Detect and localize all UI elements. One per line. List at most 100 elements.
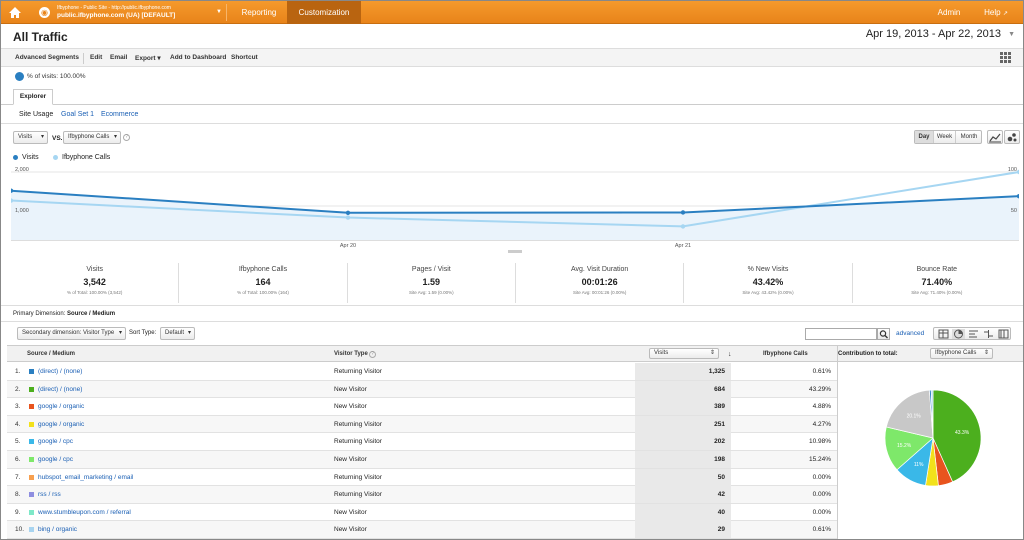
visits-cell: 1,325 — [635, 363, 731, 380]
legend-swatch — [53, 154, 58, 160]
line-chart-button[interactable] — [987, 130, 1003, 144]
secondary-dimension-select[interactable]: Secondary dimension: Visitor Type ▾ — [17, 327, 126, 340]
visitor-type: Returning Visitor — [334, 473, 382, 481]
col-ifbyphone-calls[interactable]: Ifbyphone Calls — [763, 351, 808, 357]
email-button[interactable]: Email — [110, 54, 128, 61]
visits-value: 251 — [714, 420, 725, 428]
calls-point[interactable] — [680, 224, 686, 229]
nav-help[interactable]: Help ↗ — [979, 1, 1013, 24]
export-button[interactable]: Export ▾ — [135, 55, 161, 62]
source-medium-link[interactable]: bing / organic — [38, 526, 78, 534]
contribution-metric-label: Ifbyphone Calls — [935, 350, 977, 356]
legend-visits: Visits — [13, 154, 39, 161]
nav-customization[interactable]: Customization — [287, 1, 361, 24]
sort-type-select[interactable]: Default ▾ — [160, 327, 195, 340]
pie-slice[interactable] — [885, 389, 934, 439]
sort-type-label: Sort Type: — [129, 330, 157, 336]
source-medium-link[interactable]: www.stumbleupon.com / referral — [38, 508, 131, 516]
date-range[interactable]: Apr 19, 2013 - Apr 22, 2013 — [865, 28, 1001, 40]
visits-point[interactable] — [680, 210, 686, 215]
row-color-swatch — [29, 404, 34, 410]
advanced-filter-link[interactable]: advanced — [896, 330, 925, 337]
source-medium-link[interactable]: google / cpc — [38, 456, 74, 463]
pie-slice[interactable] — [930, 389, 934, 439]
help-icon[interactable]: ? — [123, 134, 130, 141]
scorecard[interactable]: % New Visits 43.42% Site Avg: 43.42% (0.00… — [684, 263, 853, 303]
visits-cell: 50 — [635, 468, 731, 486]
source-medium-link[interactable]: hubspot_email_marketing / email — [38, 473, 134, 481]
sort-desc-icon[interactable]: ↓ — [728, 351, 732, 358]
help-icon[interactable]: ? — [369, 351, 376, 358]
tab-explorer[interactable]: Explorer — [13, 89, 53, 105]
scorecard-value: 3,542 — [83, 277, 106, 287]
chevron-down-icon: ▾ — [40, 134, 44, 140]
source-medium-link[interactable]: google / organic — [38, 403, 85, 411]
row-number: 5. — [15, 438, 21, 446]
row-color-swatch — [29, 457, 34, 462]
visits-column-select[interactable]: Visits ⇕ — [649, 348, 719, 359]
source-medium-link[interactable]: (direct) / (none) — [38, 385, 83, 393]
primary-metric-select[interactable]: Visits ▾ — [13, 131, 48, 144]
nav-admin[interactable]: Admin — [937, 8, 961, 17]
visits-line — [11, 189, 1019, 214]
comparison-view-icon[interactable] — [982, 329, 995, 339]
visits-point[interactable] — [345, 210, 351, 215]
col-visitor-type[interactable]: Visitor Type — [334, 351, 368, 357]
day-button[interactable]: Day — [915, 131, 934, 143]
source-medium-link[interactable]: google / cpc — [38, 438, 74, 446]
shortcut-button[interactable]: Shortcut — [231, 54, 258, 61]
calls-point[interactable] — [1016, 169, 1019, 175]
month-button[interactable]: Month — [960, 134, 978, 140]
pie-slice[interactable] — [932, 389, 982, 483]
secondary-metric-select[interactable]: Ifbyphone Calls ▾ — [63, 131, 121, 144]
subtab-goal-set-1[interactable]: Goal Set 1 — [61, 111, 95, 118]
table-row: 1. (direct) / (none) Returning Visitor 1,32… — [7, 363, 837, 381]
nav-reporting[interactable]: Reporting — [241, 8, 277, 17]
scorecard-label: Visits — [86, 266, 103, 273]
visits-point[interactable] — [1016, 193, 1019, 199]
scorecard[interactable]: Avg. Visit Duration 00:01:26 Site Avg: 00:… — [516, 263, 685, 303]
scorecard-label: Pages / Visit — [411, 266, 451, 273]
grid-icon[interactable] — [1000, 52, 1011, 63]
week-button[interactable]: Week — [934, 131, 956, 143]
search-button[interactable] — [877, 328, 890, 340]
col-source-medium[interactable]: Source / Medium — [27, 351, 76, 357]
edit-button[interactable]: Edit — [90, 54, 103, 61]
primary-dimension-value[interactable]: Source / Medium — [67, 311, 116, 317]
chart-resize-handle[interactable] — [508, 250, 522, 253]
chevron-down-icon[interactable]: ▼ — [1008, 31, 1015, 38]
visits-cell: 202 — [635, 433, 731, 451]
data-table-view-icon[interactable] — [937, 329, 950, 339]
contribution-metric-select[interactable]: Ifbyphone Calls ⇕ — [930, 348, 993, 359]
visits-value: 1,325 — [708, 368, 725, 375]
table-search-input[interactable] — [805, 328, 877, 340]
calls-point[interactable] — [11, 198, 14, 203]
row-color-swatch — [29, 509, 34, 515]
chevron-down-icon: ⇕ — [709, 350, 715, 356]
calls-point[interactable] — [345, 215, 351, 220]
scorecard[interactable]: Bounce Rate 71.40% Site Avg: 71.40% (0.00%… — [853, 263, 1021, 303]
chevron-down-icon: ▾ — [118, 330, 122, 336]
add-to-dashboard-button[interactable]: Add to Dashboard — [170, 54, 227, 61]
scorecard[interactable]: Ifbyphone Calls 164 % of Total: 100.00% (1… — [179, 263, 348, 303]
subtab-site-usage[interactable]: Site Usage — [19, 111, 54, 118]
account-selector[interactable]: ◉ Ifbyphone - Public Site - http://publi… — [35, 4, 227, 21]
visitor-type: New Visitor — [334, 526, 367, 534]
motion-chart-button[interactable] — [1004, 130, 1020, 144]
scorecard-subtext: Site Avg: 1.59 (0.00%) — [408, 290, 454, 295]
calls-value: 4.27% — [812, 420, 831, 428]
pie-view-icon[interactable] — [952, 329, 965, 339]
scorecard[interactable]: Pages / Visit 1.59 Site Avg: 1.59 (0.00%) — [348, 263, 516, 303]
row-number: 10. — [15, 526, 25, 534]
scorecard[interactable]: Visits 3,542 % of Total: 100.00% (3,542) — [11, 263, 180, 303]
visits-value: 42 — [717, 491, 725, 499]
advanced-segments-button[interactable]: Advanced Segments — [15, 54, 79, 61]
source-medium-link[interactable]: rss / rss — [38, 491, 61, 499]
source-medium-link[interactable]: (direct) / (none) — [38, 368, 83, 375]
source-medium-link[interactable]: google / organic — [38, 420, 85, 428]
visits-point[interactable] — [11, 188, 14, 193]
performance-view-icon[interactable] — [967, 329, 980, 339]
home-icon[interactable] — [7, 5, 23, 20]
subtab-ecommerce[interactable]: Ecommerce — [101, 111, 139, 118]
pivot-view-icon[interactable] — [997, 329, 1010, 339]
